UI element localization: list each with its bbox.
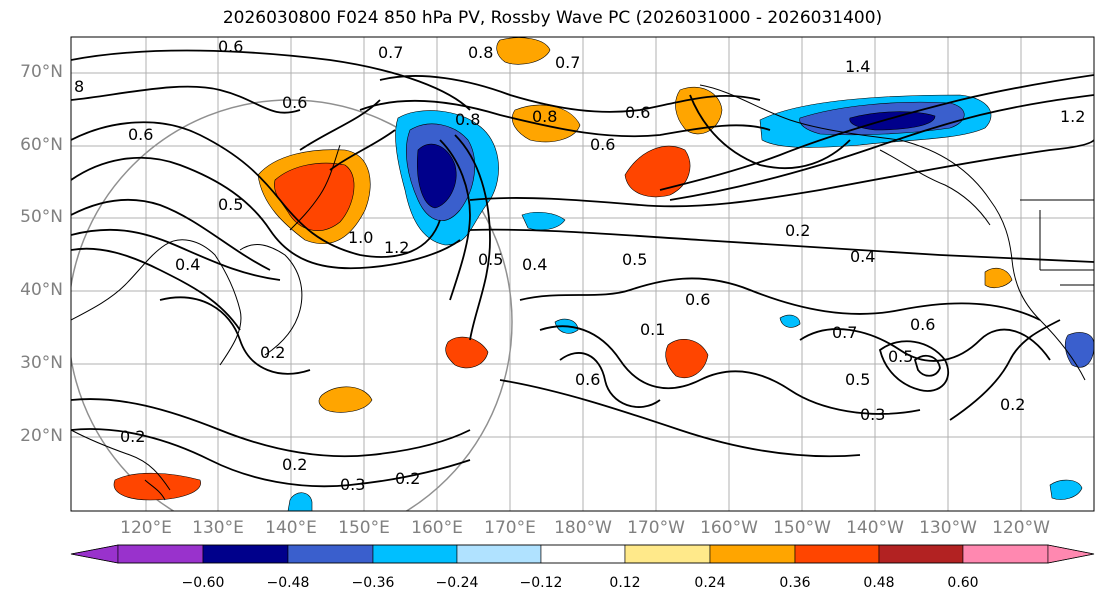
colorbar-bin [540, 544, 626, 564]
colorbar-bin [878, 544, 964, 564]
contour-label: 0.6 [910, 315, 935, 334]
contour-label: 0.6 [590, 135, 615, 154]
lat-label: 30°N [20, 353, 63, 373]
colorbar-bin [456, 544, 542, 564]
lon-label: 130°E [192, 518, 244, 538]
colorbar-tick-label: 0.24 [694, 575, 726, 591]
anomaly-negative [287, 492, 313, 511]
lon-label: 120°E [120, 518, 172, 538]
contour-label: 0.2 [282, 455, 307, 474]
colorbar-tick-label: −0.36 [351, 575, 395, 591]
colorbar-bin [287, 544, 374, 564]
contour-label: 0.5 [845, 370, 870, 389]
lat-label: 40°N [20, 280, 63, 300]
contour-label: 0.4 [850, 247, 875, 266]
contour-label: 0.7 [832, 323, 857, 342]
anomaly-negative [1049, 479, 1083, 500]
contour-label: 1.0 [348, 228, 373, 247]
lon-label: 170°W [627, 518, 685, 538]
contour-label: 0.3 [340, 475, 365, 494]
colorbar-bin [962, 544, 1049, 564]
lon-label: 130°W [919, 518, 977, 538]
colorbar-bin [709, 544, 796, 564]
contour-label: 0.5 [622, 250, 647, 269]
contour-label: 0.6 [575, 370, 600, 389]
contour-label: 0.2 [1000, 395, 1025, 414]
pv-contours [71, 49, 1094, 488]
contour-label: 0.5 [478, 250, 503, 269]
lon-label: 150°W [773, 518, 831, 538]
colorbar-bin [794, 544, 880, 564]
contour-label: 1.2 [1060, 107, 1085, 126]
pv-anomaly-fills [113, 37, 1094, 511]
colorbar [70, 544, 1095, 564]
anomaly-negative-core [849, 111, 936, 131]
anomaly-negative-core [417, 143, 457, 209]
colorbar-bin [372, 544, 458, 564]
colorbar-tick-label: −0.12 [519, 575, 563, 591]
contour-label: 0.2 [260, 343, 285, 362]
contour-label: 8 [74, 77, 84, 96]
anomaly-positive [624, 145, 691, 198]
contour-label: 0.2 [120, 427, 145, 446]
contour-label: 1.2 [384, 238, 409, 257]
colorbar-tick-label: −0.24 [435, 575, 479, 591]
anomaly-positive [984, 267, 1013, 289]
colorbar-tick-label: 0.36 [779, 575, 811, 591]
anomaly-positive [665, 338, 709, 378]
colorbar-low-extension [70, 544, 119, 564]
contour-label: 0.2 [395, 469, 420, 488]
contour-label: 0.3 [860, 405, 885, 424]
contour-label: 0.8 [532, 107, 557, 126]
lat-label: 20°N [20, 426, 63, 446]
contour-label: 0.1 [640, 320, 665, 339]
contour-label: 0.4 [175, 255, 200, 274]
colorbar-bin [624, 544, 711, 564]
lon-label: 160°E [411, 518, 463, 538]
contour-label: 0.5 [218, 195, 243, 214]
colorbar-bin [117, 544, 204, 564]
contour-label: 0.6 [625, 103, 650, 122]
lon-label: 120°W [992, 518, 1050, 538]
contour-label: 0.6 [128, 125, 153, 144]
contour-label: 0.4 [522, 255, 547, 274]
contour-label: 0.7 [378, 43, 403, 62]
map-frame [70, 36, 1095, 512]
lon-label: 140°E [265, 518, 317, 538]
coastlines [71, 84, 1094, 501]
contour-label: 0.6 [685, 290, 710, 309]
anomaly-positive [318, 386, 373, 413]
lon-label: 180°W [554, 518, 612, 538]
colorbar-tick-label: 0.12 [609, 575, 641, 591]
lon-label: 140°W [846, 518, 904, 538]
anomaly-negative [779, 314, 801, 328]
contour-label: 0.6 [218, 37, 243, 56]
colorbar-tick-label: −0.48 [266, 575, 310, 591]
contour-label: 0.7 [555, 53, 580, 72]
colorbar-tick-label: 0.60 [947, 575, 979, 591]
lat-label: 60°N [20, 135, 63, 155]
lat-label: 70°N [20, 62, 63, 82]
lon-label: 170°E [484, 518, 536, 538]
contour-label: 1.4 [845, 57, 870, 76]
lon-label: 150°E [338, 518, 390, 538]
colorbar-tick-label: 0.48 [863, 575, 895, 591]
lon-label: 160°W [700, 518, 758, 538]
colorbar-high-extension [1047, 544, 1095, 564]
colorbar-bin [202, 544, 289, 564]
lat-label: 50°N [20, 207, 63, 227]
colorbar-tick-label: −0.60 [181, 575, 225, 591]
anomaly-positive [496, 37, 551, 65]
contour-label-group: 0.6 0.7 0.8 0.7 1.4 0.6 8 0.6 0.6 0.8 0.… [74, 37, 1085, 494]
contour-label: 0.2 [785, 221, 810, 240]
map-title: 2026030800 F024 850 hPa PV, Rossby Wave … [222, 8, 883, 28]
contour-label: 0.5 [888, 347, 913, 366]
reference-circle [71, 99, 513, 511]
contour-label: 0.8 [468, 43, 493, 62]
contour-label: 0.6 [282, 93, 307, 112]
anomaly-positive [113, 472, 201, 501]
anomaly-positive [675, 86, 723, 135]
contour-label: 0.8 [455, 110, 480, 129]
